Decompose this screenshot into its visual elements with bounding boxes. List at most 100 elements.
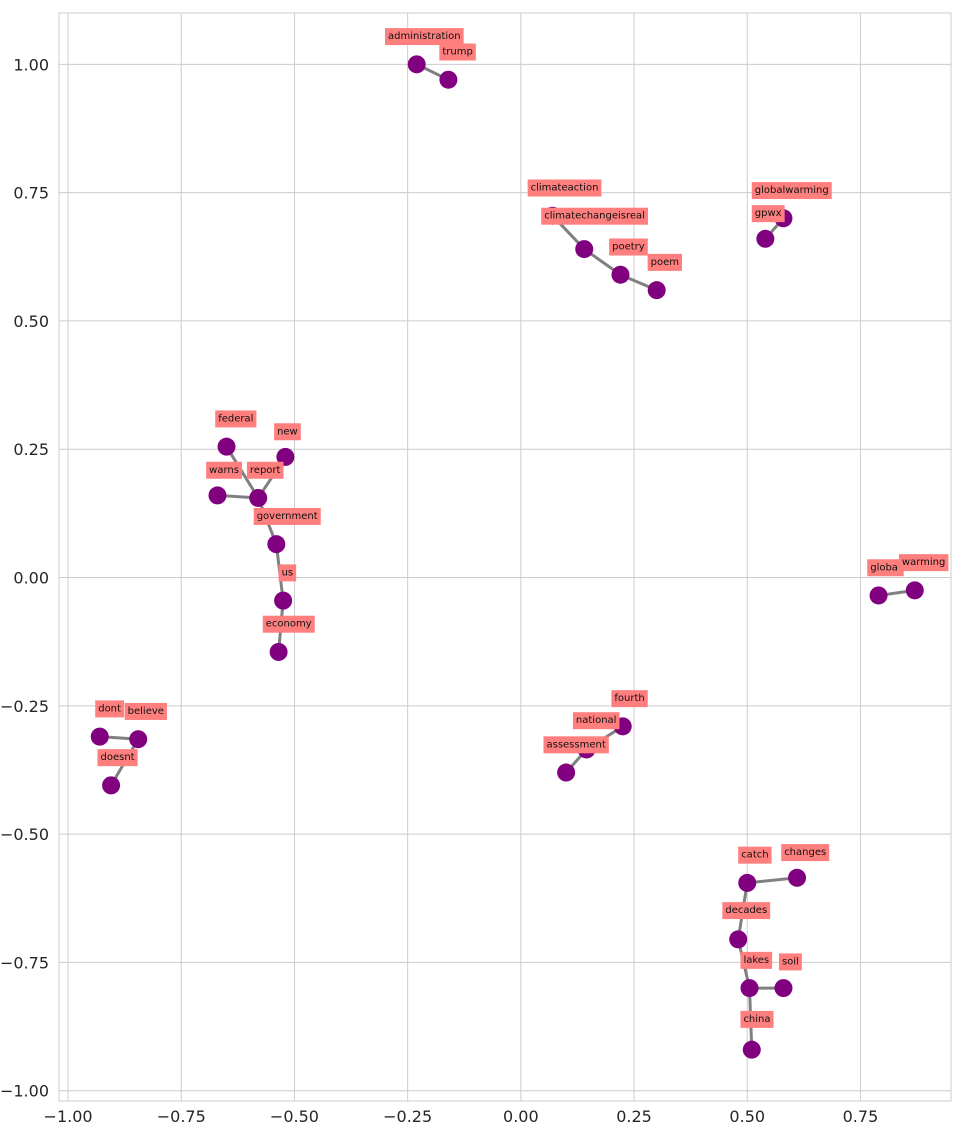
label-box — [572, 712, 620, 730]
label-box — [385, 28, 464, 46]
node-assessment — [557, 763, 576, 782]
label-text: global — [870, 562, 901, 573]
label-box — [778, 953, 802, 971]
label-box — [740, 951, 773, 969]
label-federal: federal — [215, 410, 257, 428]
label-dont: dont — [95, 700, 125, 718]
label-lakes: lakes — [740, 951, 773, 969]
label-national: national — [572, 712, 620, 730]
y-tick-label: 0.50 — [13, 312, 49, 331]
label-government: government — [253, 507, 321, 525]
label-globalwarming: globalwarming — [751, 182, 832, 200]
label-text: lakes — [743, 955, 769, 966]
label-administration: administration — [385, 28, 464, 46]
label-text: gpwx — [755, 208, 782, 219]
label-decades: decades — [722, 902, 771, 920]
label-gpwx: gpwx — [751, 205, 785, 223]
label-global: global — [867, 559, 904, 577]
edge-federal-report — [225, 445, 260, 500]
label-box — [898, 554, 949, 572]
label-text: changes — [784, 847, 826, 858]
label-box — [95, 700, 125, 718]
x-tick-label: 0.25 — [616, 1107, 652, 1126]
node-new — [276, 447, 295, 466]
label-text: soil — [782, 956, 799, 967]
label-box — [527, 179, 602, 197]
label-text: climatechangeisreal — [544, 211, 645, 222]
label-economy: economy — [262, 615, 315, 633]
word-labels: administration trump climateaction climatec… — [95, 28, 949, 1028]
label-text: national — [576, 715, 617, 726]
label-climatechangeisreal: climatechangeisreal — [541, 207, 648, 225]
x-tick-label: −0.75 — [157, 1107, 206, 1126]
node-government — [267, 535, 286, 554]
label-believe: believe — [124, 702, 167, 720]
node-catch — [738, 873, 757, 892]
x-tick-label: 0.50 — [729, 1107, 765, 1126]
y-tick-label: −0.50 — [0, 825, 49, 844]
node-changes — [788, 868, 807, 887]
y-tick-label: −0.75 — [0, 953, 49, 972]
label-box — [124, 702, 167, 720]
node-warming — [905, 581, 924, 600]
label-text: government — [257, 511, 318, 522]
label-doesnt: doesnt — [97, 749, 138, 767]
plot-frame — [58, 12, 952, 1102]
y-tick-label: 0.25 — [13, 440, 49, 459]
axis-ticks: −1.00 −0.75 −0.50 −0.25 0.00 0.25 0.50 0.75 1.00… — [0, 55, 878, 1126]
label-box — [740, 1010, 774, 1028]
label-text: us — [282, 567, 294, 578]
label-box — [751, 205, 785, 223]
node-economy — [269, 642, 288, 661]
x-tick-label: −0.50 — [270, 1107, 319, 1126]
label-report: report — [246, 461, 284, 479]
node-us — [274, 591, 293, 610]
label-us: us — [278, 564, 297, 582]
label-box — [543, 736, 609, 754]
y-tick-label: −0.25 — [0, 697, 49, 716]
node-doesnt — [102, 776, 121, 795]
label-text: federal — [218, 413, 253, 424]
y-tick-label: 1.00 — [13, 55, 49, 74]
label-new: new — [274, 423, 301, 441]
x-tick-label: −0.25 — [383, 1107, 432, 1126]
y-tick-label: −1.00 — [0, 1082, 49, 1101]
node-poem — [647, 281, 666, 300]
label-box — [274, 423, 301, 441]
label-box — [722, 902, 771, 920]
x-tick-label: 0.75 — [843, 1107, 879, 1126]
node-lakes — [740, 979, 759, 998]
label-text: doesnt — [100, 752, 134, 763]
label-text: climateaction — [531, 182, 599, 193]
label-poem: poem — [647, 253, 682, 271]
node-report — [249, 488, 268, 507]
label-warming: warming — [898, 554, 949, 572]
label-catch: catch — [738, 846, 772, 864]
label-box — [215, 410, 257, 428]
label-text: report — [250, 465, 281, 476]
label-fourth: fourth — [611, 690, 648, 708]
label-box — [781, 844, 830, 862]
label-text: fourth — [614, 693, 644, 704]
node-federal — [217, 437, 236, 456]
label-box — [609, 238, 648, 256]
label-box — [647, 253, 682, 271]
label-soil: soil — [778, 953, 802, 971]
label-box — [738, 846, 772, 864]
label-assessment: assessment — [543, 736, 609, 754]
y-tick-label: 0.00 — [13, 569, 49, 588]
label-box — [97, 749, 138, 767]
x-tick-label: −1.00 — [44, 1107, 93, 1126]
label-trump: trump — [439, 43, 476, 61]
node-poetry — [611, 265, 630, 284]
label-text: catch — [741, 850, 768, 861]
label-text: china — [743, 1014, 770, 1025]
node-soil — [774, 979, 793, 998]
label-text: administration — [388, 31, 461, 42]
label-text: trump — [442, 46, 472, 57]
label-china: china — [740, 1010, 774, 1028]
label-text: poetry — [612, 242, 645, 253]
label-text: new — [277, 426, 298, 437]
node-global — [869, 586, 888, 605]
label-changes: changes — [781, 844, 830, 862]
